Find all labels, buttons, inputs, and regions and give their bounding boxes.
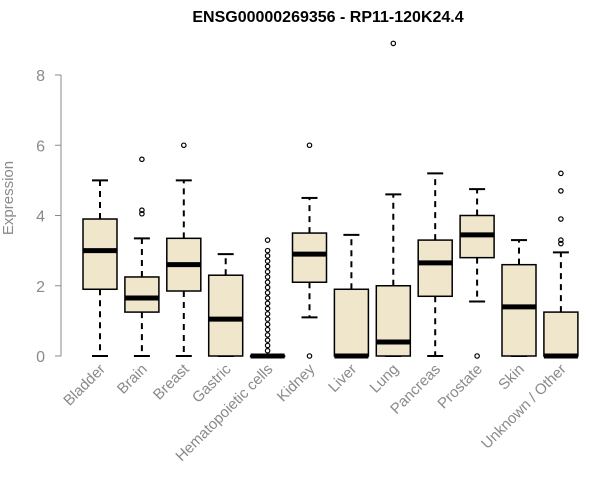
box-liver: Liver bbox=[325, 233, 370, 396]
y-tick-label: 4 bbox=[36, 209, 45, 226]
outlier-point bbox=[264, 284, 271, 291]
x-tick-label: Breast bbox=[150, 360, 193, 403]
outlier-point bbox=[139, 207, 145, 214]
box-bladder: Bladder bbox=[60, 179, 118, 410]
y-axis-label: Expression bbox=[0, 161, 17, 235]
iqr-box bbox=[291, 232, 328, 283]
outlier-point bbox=[264, 253, 271, 259]
outlier-point bbox=[264, 332, 271, 338]
y-tick-label: 8 bbox=[36, 68, 45, 85]
box-kidney: Kidney bbox=[274, 142, 328, 405]
outlier-point bbox=[264, 295, 271, 301]
x-tick-label: Lung bbox=[367, 361, 403, 397]
outlier-point bbox=[264, 347, 271, 354]
outlier-point bbox=[558, 216, 564, 222]
outlier-point bbox=[264, 305, 271, 312]
outlier-point bbox=[264, 326, 271, 333]
box-lung: Lung bbox=[367, 40, 412, 397]
x-tick-label: Prostate bbox=[434, 361, 486, 413]
outlier-point bbox=[558, 240, 564, 247]
iqr-box bbox=[543, 311, 579, 357]
outlier-point bbox=[264, 316, 271, 322]
y-tick-label: 2 bbox=[36, 279, 45, 296]
outlier-point bbox=[264, 247, 271, 254]
outlier-point bbox=[306, 142, 313, 149]
iqr-box bbox=[82, 218, 118, 291]
iqr-box bbox=[207, 274, 244, 357]
x-tick-label: Kidney bbox=[274, 360, 319, 405]
outlier-point bbox=[264, 263, 271, 270]
outlier-point bbox=[306, 353, 313, 359]
box-prostate: Prostate bbox=[434, 188, 495, 413]
outlier-point bbox=[264, 237, 271, 243]
outlier-point bbox=[390, 40, 397, 47]
outlier-point bbox=[264, 258, 271, 264]
iqr-box bbox=[124, 276, 160, 313]
outlier-point bbox=[264, 279, 271, 286]
y-tick-label: 0 bbox=[36, 349, 45, 366]
outlier-point bbox=[264, 321, 271, 328]
outlier-point bbox=[474, 353, 480, 359]
axes: 0 2 4 6 8 bbox=[36, 68, 62, 366]
outlier-point bbox=[264, 289, 271, 296]
outlier-point bbox=[139, 210, 145, 217]
outlier-point bbox=[558, 237, 564, 243]
outlier-point bbox=[264, 342, 271, 349]
outlier-point bbox=[181, 142, 187, 149]
outlier-point bbox=[558, 170, 564, 177]
outlier-point bbox=[264, 274, 271, 280]
x-tick-label: Skin bbox=[495, 361, 528, 394]
x-tick-label: Bladder bbox=[60, 361, 109, 410]
box-breast: Breast bbox=[150, 142, 202, 403]
box-skin: Skin bbox=[495, 239, 537, 394]
outlier-point bbox=[264, 337, 271, 343]
outlier-point bbox=[264, 311, 271, 317]
iqr-box bbox=[375, 285, 412, 357]
outlier-point bbox=[264, 268, 271, 275]
iqr-box bbox=[501, 263, 537, 357]
box-brain: Brain bbox=[114, 156, 160, 398]
chart-title: ENSG00000269356 - RP11-120K24.4 bbox=[192, 9, 463, 26]
y-tick-label: 6 bbox=[36, 138, 45, 155]
x-tick-label: Brain bbox=[114, 361, 151, 398]
x-tick-label: Liver bbox=[325, 361, 360, 396]
iqr-box bbox=[333, 288, 370, 357]
outlier-point bbox=[558, 188, 564, 194]
iqr-box bbox=[417, 239, 453, 298]
outlier-point bbox=[264, 300, 271, 307]
outlier-point bbox=[139, 156, 145, 163]
